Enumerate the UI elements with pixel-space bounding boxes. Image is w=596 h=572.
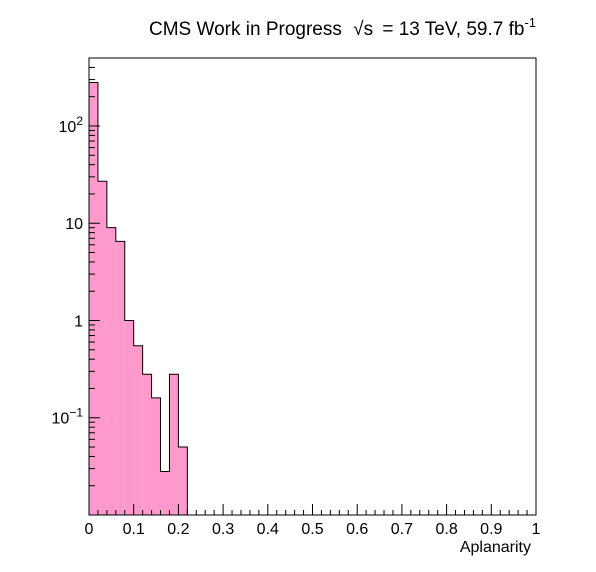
histogram-bar (160, 471, 170, 515)
x-tick-label: 0.6 (346, 521, 368, 538)
histogram-bar (151, 397, 161, 515)
title-suffix: = 13 TeV, 59.7 fb (382, 19, 524, 40)
x-tick-label: 0 (85, 521, 94, 538)
x-tick-label: 0.2 (167, 521, 189, 538)
x-axis-label: Aplanarity (460, 539, 531, 556)
histogram-bar (89, 82, 98, 516)
histogram-bar (97, 181, 107, 515)
axis-ticks: 0 0.1 0.2 0.3 0.4 0.5 0.6 0.7 0.8 0.9 1 10−1 1 10 102 (52, 57, 541, 538)
x-tick-label: 0.8 (435, 521, 457, 538)
histogram-bar (178, 447, 188, 515)
x-tick-label: 0.1 (123, 521, 145, 538)
histogram-outline (88, 81, 188, 515)
histogram-bar (115, 241, 125, 515)
histogram-bar (124, 320, 134, 515)
chart-title: CMS Work in Progress √s = 13 TeV, 59.7 f… (149, 15, 536, 40)
histogram-bar (142, 374, 152, 515)
title-sqrt-symbol: √ (353, 19, 364, 40)
x-tick-label: 0.9 (480, 521, 502, 538)
x-tick-label: 1 (532, 521, 541, 538)
histogram-bars (88, 81, 188, 516)
histogram-bar (169, 374, 179, 515)
title-prefix: CMS Work in Progress (149, 19, 342, 40)
title-superscript: -1 (524, 15, 536, 30)
histogram-bar (133, 345, 143, 515)
histogram-bar (106, 227, 116, 516)
title-sqrt-var: s (364, 19, 374, 40)
x-tick-label: 0.5 (301, 521, 323, 538)
x-tick-label: 0.7 (391, 521, 413, 538)
y-tick-label: 1 (74, 313, 83, 330)
y-tick-label: 10 (65, 216, 83, 233)
y-tick-label: 102 (59, 114, 84, 136)
x-tick-label: 0.3 (212, 521, 234, 538)
x-tick-label: 0.4 (257, 521, 279, 538)
y-tick-label: 10−1 (52, 406, 84, 428)
